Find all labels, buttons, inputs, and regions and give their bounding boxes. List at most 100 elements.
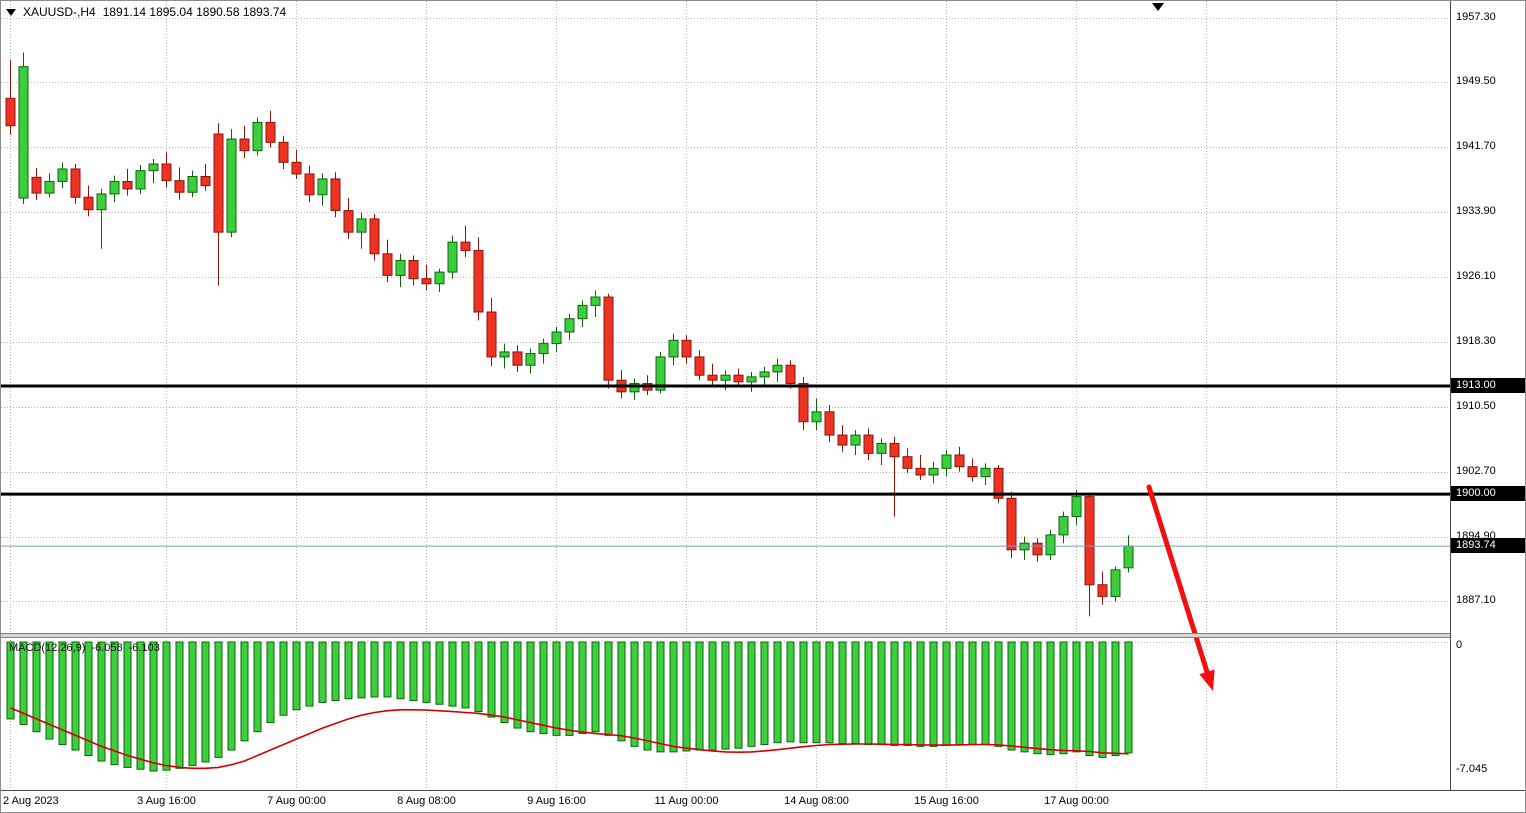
price-tick-label: 1941.70: [1456, 140, 1496, 153]
price-tick-label: 1910.50: [1456, 399, 1496, 412]
pane-separator[interactable]: [1, 633, 1525, 638]
time-axis-label: 9 Aug 16:00: [527, 795, 586, 807]
macd-histogram-bar: [942, 641, 951, 746]
candle-body: [655, 356, 666, 391]
price-tick-label: 1887.10: [1456, 594, 1496, 607]
macd-histogram-bar: [1111, 641, 1120, 757]
candle-body: [200, 175, 211, 187]
candle-body: [577, 304, 588, 320]
macd-histogram-bar: [292, 641, 301, 711]
candle-body: [928, 467, 939, 476]
chart-title: XAUUSD-,H4 1891.14 1895.04 1890.58 1893.…: [6, 5, 286, 19]
price-tick-label: 1902.70: [1456, 464, 1496, 477]
candle-body: [473, 249, 484, 313]
candle-body: [941, 454, 952, 469]
candle-body: [239, 138, 250, 152]
macd-histogram-bar: [890, 641, 899, 746]
candle-body: [590, 296, 601, 306]
candle-body: [993, 467, 1004, 499]
candle-body: [408, 259, 419, 280]
candle-body: [915, 467, 926, 476]
macd-histogram-bar: [1020, 641, 1029, 753]
macd-histogram-bar: [175, 641, 184, 769]
candle-body: [837, 434, 848, 446]
candle-body: [447, 241, 458, 273]
price-tick-label: 1957.30: [1456, 10, 1496, 23]
macd-histogram-bar: [981, 641, 990, 746]
macd-histogram-bar: [786, 641, 795, 743]
candle-body: [1045, 534, 1056, 556]
candle-body: [148, 163, 159, 172]
macd-histogram-bar: [968, 641, 977, 746]
candle-body: [733, 374, 744, 383]
candle-body: [5, 97, 16, 127]
candle-body: [460, 241, 471, 251]
price-chart[interactable]: [1, 1, 1450, 790]
macd-histogram-bar: [656, 641, 665, 753]
candle-body: [551, 331, 562, 345]
macd-histogram-bar: [45, 641, 54, 740]
trend-arrow-shaft[interactable]: [1146, 484, 1210, 675]
macd-histogram-bar: [565, 641, 574, 736]
candle-body: [265, 121, 276, 143]
macd-histogram-bar: [682, 641, 691, 752]
macd-histogram-bar: [578, 641, 587, 735]
macd-histogram-bar: [448, 641, 457, 707]
macd-histogram-bar: [513, 641, 522, 729]
candle-body: [1097, 584, 1108, 597]
candle-body: [525, 353, 536, 366]
candle-body: [382, 253, 393, 276]
candle-body: [187, 175, 198, 193]
candle-body: [109, 180, 120, 195]
macd-histogram-bar: [773, 641, 782, 744]
candle-body: [44, 180, 55, 194]
candle-body: [564, 318, 575, 333]
macd-histogram-bar: [617, 641, 626, 742]
macd-histogram-bar: [1085, 641, 1094, 757]
macd-histogram-bar: [32, 641, 41, 733]
candle-body: [395, 259, 406, 276]
candle-body: [785, 364, 796, 385]
candle-body: [850, 434, 861, 446]
candle-body: [499, 351, 510, 358]
candle-body: [772, 364, 783, 373]
candle-body: [1058, 516, 1069, 536]
candle-body: [1071, 496, 1082, 518]
candle-body: [1110, 569, 1121, 597]
candle-body: [278, 141, 289, 163]
candle-body: [369, 218, 380, 255]
macd-histogram-bar: [136, 641, 145, 770]
macd-histogram-bar: [149, 641, 158, 772]
macd-histogram-bar: [409, 641, 418, 702]
candle-body: [31, 176, 42, 194]
macd-histogram-bar: [1059, 641, 1068, 755]
macd-histogram-bar: [747, 641, 756, 747]
candle-body: [798, 383, 809, 423]
macd-histogram-bar: [1098, 641, 1107, 758]
macd-signal-line: [10, 707, 1129, 770]
candle-body: [720, 374, 731, 381]
macd-histogram-bar: [630, 641, 639, 747]
macd-histogram-bar: [825, 641, 834, 744]
macd-histogram-bar: [539, 641, 548, 735]
price-axis[interactable]: 1957.30 1949.50 1941.70 1933.90 1926.10 1918.…: [1450, 1, 1525, 790]
macd-histogram-bar: [526, 641, 535, 733]
chart-shift-marker-icon[interactable]: [1152, 3, 1164, 11]
time-axis[interactable]: 2 Aug 2023 3 Aug 16:00 7 Aug 00:00 8 Aug 08…: [1, 790, 1525, 812]
macd-histogram-bar: [19, 641, 28, 725]
macd-histogram-bar: [474, 641, 483, 713]
macd-histogram-bar: [305, 641, 314, 707]
macd-histogram-bar: [669, 641, 678, 753]
candle-body: [876, 442, 887, 454]
price-tick-label: 1949.50: [1456, 75, 1496, 88]
macd-histogram-bar: [58, 641, 67, 746]
ohlc-values: 1891.14 1895.04 1890.58 1893.74: [102, 5, 287, 19]
candle-body: [863, 434, 874, 454]
macd-histogram-bar: [851, 641, 860, 745]
trend-arrow-head[interactable]: [1199, 669, 1215, 691]
candle-body: [226, 138, 237, 233]
candle-body: [811, 411, 822, 423]
candle-body: [421, 278, 432, 285]
time-axis-label: 11 Aug 00:00: [654, 795, 719, 807]
candle-body: [902, 456, 913, 469]
